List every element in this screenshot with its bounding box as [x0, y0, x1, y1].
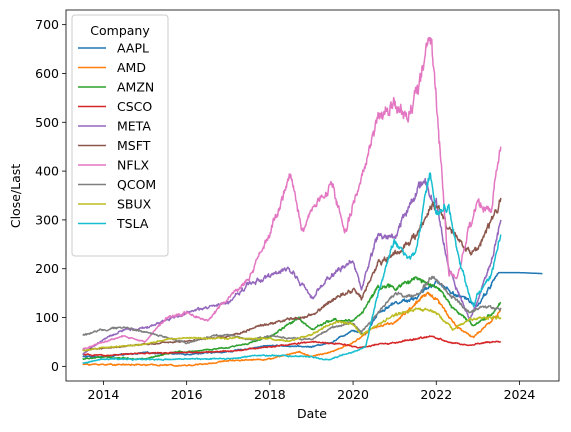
legend-label-tsla: TSLA: [116, 216, 149, 231]
legend-items: AAPL AMD AMZN CSCO META MSFT NFLX QCOM SBUX TSLA: [78, 41, 156, 231]
legend: Company AAPL AMD AMZN CSCO META MSFT NFLX QCOM S…: [71, 14, 169, 257]
x-tick-label: 2024: [504, 387, 536, 402]
plot-frame: [65, 9, 560, 382]
y-axis: 0 100 200 300 400 500 600 700: [35, 17, 66, 374]
legend-label-csco: CSCO: [117, 99, 152, 114]
y-tick-label: 100: [35, 310, 59, 325]
x-axis-label: Date: [297, 406, 327, 421]
series-line-csco: [82, 335, 502, 357]
x-tick-label: 2014: [88, 387, 120, 402]
y-tick-label: 500: [35, 115, 59, 130]
series-line-meta: [82, 177, 502, 355]
series-line-amzn: [82, 276, 502, 361]
y-tick-label: 700: [35, 17, 59, 32]
x-tick-label: 2016: [171, 387, 203, 402]
series-line-qcom: [82, 275, 502, 345]
series-line-tsla: [82, 172, 502, 364]
y-tick-label: 400: [35, 164, 59, 179]
series-line-msft: [82, 197, 502, 352]
series-layer: [82, 36, 543, 367]
legend-label-amd: AMD: [117, 60, 146, 75]
legend-label-aapl: AAPL: [117, 41, 149, 56]
x-tick-label: 2020: [337, 387, 369, 402]
legend-title: Company: [90, 23, 150, 38]
x-tick-label: 2018: [254, 387, 286, 402]
legend-label-msft: MSFT: [117, 138, 151, 153]
y-tick-label: 0: [51, 359, 59, 374]
series-line-amd: [82, 291, 502, 367]
y-axis-label: Close/Last: [8, 164, 23, 228]
y-tick-label: 600: [35, 66, 59, 81]
legend-label-qcom: QCOM: [117, 177, 156, 192]
y-tick-label: 200: [35, 261, 59, 276]
series-line-sbux: [82, 307, 502, 352]
y-tick-label: 300: [35, 212, 59, 227]
x-axis: 2014 2016 2018 2020 2022 2024: [88, 381, 536, 402]
legend-box: [71, 14, 169, 257]
legend-label-nflx: NFLX: [117, 158, 150, 173]
legend-label-sbux: SBUX: [117, 197, 152, 212]
legend-label-amzn: AMZN: [117, 80, 154, 95]
x-tick-label: 2022: [420, 387, 452, 402]
legend-label-meta: META: [117, 119, 151, 134]
